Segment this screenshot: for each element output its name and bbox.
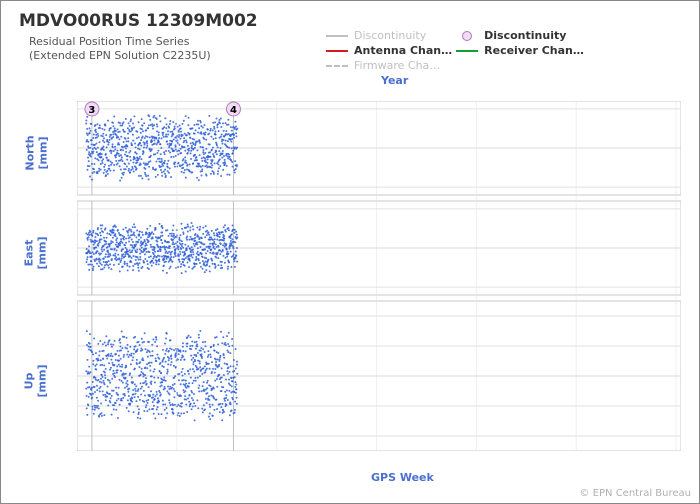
legend-firmware-label: Firmware Cha…	[354, 59, 456, 74]
subtitle-line2: (Extended EPN Solution C2235U)	[29, 49, 211, 62]
legend-disc-line-label: Discontinuity	[354, 29, 456, 44]
bottom-axis-title: GPS Week	[371, 471, 434, 484]
legend: Discontinuity Discontinuity Antenna Chan…	[326, 29, 588, 74]
y-axis-label-up: Up[mm]	[22, 365, 48, 398]
legend-disc-line-swatch	[326, 35, 348, 37]
legend-antenna-swatch	[326, 50, 348, 52]
legend-receiver-swatch	[456, 50, 478, 52]
plot-svg: 2000.02005.02010.02015.02020.02025.0-100…	[77, 101, 681, 451]
top-axis-title: Year	[381, 74, 408, 87]
plot-area: 2000.02005.02010.02015.02020.02025.0-100…	[77, 101, 681, 451]
copyright: © EPN Central Bureau	[580, 488, 691, 499]
legend-firmware-swatch	[326, 65, 348, 67]
svg-text:4: 4	[230, 105, 237, 116]
chart-title: MDVO00RUS 12309M002	[19, 11, 258, 31]
y-axis-label-east: East[mm]	[22, 237, 48, 270]
svg-text:3: 3	[88, 105, 95, 116]
chart-subtitle: Residual Position Time Series (Extended …	[29, 35, 211, 64]
legend-receiver-label: Receiver Chan…	[484, 44, 588, 59]
subtitle-line1: Residual Position Time Series	[29, 35, 190, 48]
legend-disc-dot-swatch	[462, 31, 472, 41]
y-axis-label-north: North[mm]	[24, 135, 50, 170]
legend-antenna-label: Antenna Chan…	[354, 44, 456, 59]
legend-disc-dot-label: Discontinuity	[484, 29, 588, 44]
